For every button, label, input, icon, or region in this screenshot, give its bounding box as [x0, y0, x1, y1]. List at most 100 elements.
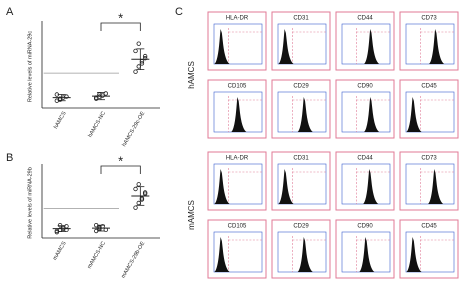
- marker-label: CD29: [293, 224, 309, 230]
- panel-border: [271, 11, 331, 71]
- marker-label: CD90: [357, 84, 373, 90]
- histogram: [429, 29, 445, 64]
- histogram: [363, 169, 379, 204]
- plot-frame: [213, 23, 263, 65]
- data-point: [103, 227, 108, 233]
- data-point: [64, 227, 69, 233]
- marker-label: CD45: [421, 224, 437, 230]
- marker-label: CD73: [421, 156, 437, 162]
- data-point: [97, 226, 102, 231]
- significance-label: *: [118, 10, 123, 25]
- data-point: [136, 200, 141, 206]
- x-tick-label: hAMCS-NC: [87, 111, 107, 139]
- marker-label: CD105: [228, 224, 247, 230]
- panel-border: [335, 151, 395, 211]
- plot-frame: [405, 231, 455, 273]
- data-point: [139, 59, 145, 64]
- data-point: [54, 228, 60, 234]
- panel-border: [335, 219, 395, 279]
- x-tick-label: hAMCS: [53, 110, 68, 130]
- data-point: [64, 224, 69, 229]
- histogram: [278, 29, 294, 64]
- x-tick-label: mAMCS-NC: [87, 241, 107, 270]
- plot-frame: [213, 231, 263, 273]
- marker-label: CD29: [293, 84, 309, 90]
- marker-label: CD44: [357, 16, 373, 22]
- histogram: [214, 237, 230, 272]
- panel-label: C: [175, 6, 183, 18]
- data-point: [54, 92, 60, 97]
- histogram: [231, 97, 247, 132]
- histogram: [214, 29, 230, 64]
- data-point: [142, 53, 148, 59]
- row-label: mAMCS: [187, 200, 196, 230]
- histogram: [278, 169, 294, 204]
- x-tick-label: mAMCS: [52, 240, 68, 261]
- data-point: [136, 64, 141, 69]
- plot-frame: [405, 163, 455, 205]
- plot-frame: [277, 163, 327, 205]
- plot-frame: [341, 91, 391, 133]
- histogram: [406, 237, 422, 272]
- histogram: [297, 97, 313, 132]
- panel-label: A: [6, 6, 14, 18]
- panel-border: [207, 151, 267, 211]
- data-point: [136, 41, 141, 46]
- histogram: [428, 169, 444, 204]
- marker-label: CD44: [357, 156, 373, 162]
- x-tick-label: mAMCS-29b-OE: [120, 240, 146, 279]
- data-point: [100, 224, 105, 229]
- data-point: [133, 205, 138, 210]
- panel-border: [335, 11, 395, 71]
- panel-border: [399, 151, 459, 211]
- marker-label: CD90: [357, 224, 373, 230]
- significance-bracket: [100, 165, 141, 174]
- marker-label: CD105: [228, 84, 247, 90]
- panel-border: [271, 151, 331, 211]
- data-point: [142, 190, 148, 195]
- data-point: [133, 69, 138, 74]
- data-point: [93, 222, 99, 228]
- x-tick-label: hAMCS-29c-OE: [121, 110, 146, 147]
- panel-border: [207, 11, 267, 71]
- data-point: [142, 56, 148, 61]
- plot-frame: [405, 23, 455, 65]
- data-point: [136, 182, 141, 187]
- row-label: hAMCS: [187, 61, 196, 89]
- histogram: [406, 97, 422, 132]
- panel-border: [335, 79, 395, 139]
- data-point: [133, 48, 138, 54]
- data-point: [57, 222, 63, 228]
- panel-label: B: [6, 152, 13, 164]
- marker-label: CD31: [293, 16, 309, 22]
- y-axis-label: Relative levels of miRNA-29c: [27, 31, 33, 102]
- data-point: [93, 228, 99, 234]
- panel-border: [271, 79, 331, 139]
- data-point: [64, 94, 69, 99]
- histogram: [214, 169, 230, 204]
- histogram: [364, 29, 380, 64]
- significance-label: *: [118, 153, 123, 168]
- panel-border: [399, 79, 459, 139]
- marker-label: HLA-DR: [226, 156, 249, 162]
- plot-frame: [213, 163, 263, 205]
- data-point: [103, 91, 108, 96]
- panel-border: [399, 11, 459, 71]
- histogram: [364, 97, 380, 132]
- panel-border: [207, 219, 267, 279]
- marker-label: CD31: [293, 156, 309, 162]
- histogram: [359, 237, 375, 272]
- marker-label: HLA-DR: [226, 16, 249, 22]
- data-point: [133, 186, 138, 192]
- data-point: [139, 61, 145, 66]
- data-point: [97, 92, 102, 97]
- data-point: [93, 95, 99, 100]
- significance-bracket: [100, 22, 141, 31]
- plot-frame: [341, 23, 391, 65]
- data-point: [57, 97, 63, 102]
- panel-border: [399, 219, 459, 279]
- panel-border: [207, 79, 267, 139]
- marker-label: CD73: [421, 16, 437, 22]
- plot-frame: [405, 91, 455, 133]
